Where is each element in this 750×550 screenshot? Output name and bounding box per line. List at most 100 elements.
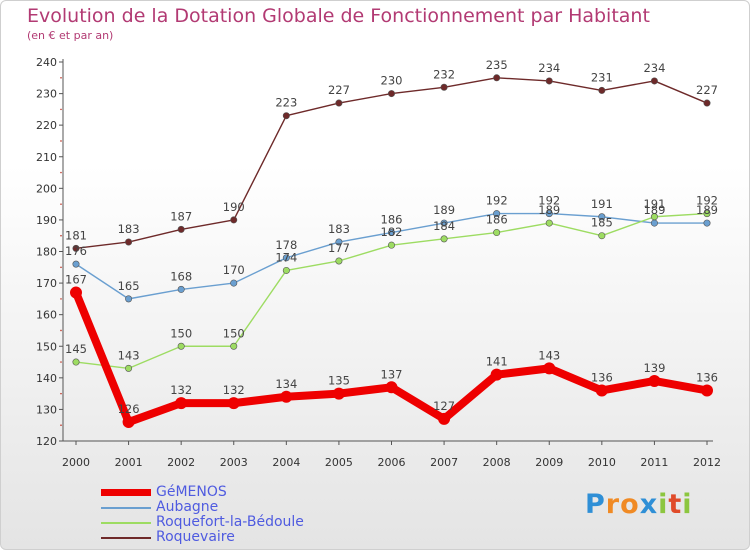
x-tick-label: 2011 — [640, 456, 668, 469]
data-label-g-menos: 167 — [65, 273, 87, 287]
data-point-aubagne — [230, 279, 238, 287]
data-label-roquefort-la-b-doule: 184 — [433, 219, 455, 233]
data-point-roquefort-la-b-doule — [440, 235, 448, 243]
y-minor-tick — [60, 424, 62, 427]
data-point-g-menos — [490, 368, 503, 381]
brand-letter: r — [605, 489, 621, 520]
data-point-roquefort-la-b-doule — [177, 342, 185, 350]
data-point-roquefort-la-b-doule — [335, 257, 343, 265]
data-point-aubagne — [650, 219, 658, 227]
y-tick-label: 190 — [36, 214, 57, 227]
data-point-roquevaire — [282, 112, 290, 120]
data-point-aubagne — [72, 260, 80, 268]
legend-label-aubagne: Aubagne — [156, 499, 219, 515]
data-point-g-menos — [701, 384, 713, 397]
data-point-g-menos — [280, 390, 293, 403]
data-point-g-menos — [122, 416, 135, 429]
data-point-roquefort-la-b-doule — [598, 232, 606, 240]
data-label-aubagne: 183 — [328, 222, 350, 236]
data-point-aubagne — [177, 285, 185, 293]
y-tick-label: 130 — [36, 403, 57, 416]
legend-swatch-gemenos — [101, 489, 151, 496]
data-point-aubagne — [493, 210, 501, 218]
data-label-roquevaire: 234 — [643, 61, 665, 75]
legend-swatch-roquefort — [101, 522, 151, 524]
brand-letter: o — [620, 489, 640, 520]
legend-label-roquefort: Roquefort-la-Bédoule — [156, 514, 304, 530]
data-point-aubagne — [387, 229, 395, 237]
x-tick-label: 2001 — [115, 456, 143, 469]
y-minor-tick — [60, 76, 62, 79]
data-label-g-menos: 141 — [486, 355, 508, 369]
data-label-roquevaire: 235 — [486, 58, 508, 72]
data-label-aubagne: 168 — [170, 269, 192, 283]
data-label-aubagne: 186 — [381, 213, 403, 227]
data-point-g-menos — [175, 397, 188, 410]
data-point-aubagne — [335, 238, 343, 246]
data-label-roquefort-la-b-doule: 189 — [538, 203, 560, 217]
data-label-roquevaire: 232 — [433, 67, 455, 81]
data-label-aubagne: 189 — [643, 203, 665, 217]
data-label-roquevaire: 231 — [591, 70, 613, 84]
x-tick-label: 2007 — [430, 456, 458, 469]
data-label-aubagne: 170 — [223, 263, 245, 277]
y-minor-tick — [60, 298, 62, 300]
data-point-aubagne — [282, 254, 290, 262]
data-point-g-menos — [595, 384, 608, 397]
x-tick-label: 2005 — [325, 456, 353, 469]
y-minor-tick — [60, 392, 62, 395]
data-label-g-menos: 132 — [223, 383, 245, 397]
y-minor-tick — [60, 234, 62, 237]
y-tick-label: 170 — [36, 277, 57, 290]
data-point-aubagne — [545, 210, 553, 218]
data-label-g-menos: 137 — [381, 367, 403, 381]
data-label-roquevaire: 187 — [170, 209, 192, 223]
data-label-roquevaire: 223 — [275, 96, 297, 110]
chart-series — [70, 74, 713, 429]
data-point-roquefort-la-b-doule — [230, 342, 238, 350]
y-tick-label: 230 — [36, 88, 57, 101]
data-label-roquefort-la-b-doule: 191 — [643, 197, 665, 211]
y-minor-tick — [60, 361, 62, 363]
x-tick-label: 2000 — [62, 456, 90, 469]
data-point-roquevaire — [72, 244, 80, 252]
chart-axes: 120 130 140 150 160 170 180 190 200 210 220 230 240 2… — [36, 56, 721, 469]
data-point-roquefort-la-b-doule — [72, 358, 80, 366]
data-label-roquefort-la-b-doule: 182 — [381, 225, 403, 239]
data-label-roquevaire: 190 — [223, 200, 245, 214]
chart-subtitle: (en € et par an) — [27, 29, 114, 42]
data-label-g-menos: 132 — [170, 383, 192, 397]
data-point-g-menos — [438, 412, 451, 425]
legend-item-aubagne: Aubagne — [101, 499, 401, 515]
brand-letter: t — [668, 489, 683, 520]
data-point-aubagne — [125, 295, 133, 303]
y-minor-tick — [60, 108, 62, 111]
data-label-g-menos: 126 — [118, 402, 140, 416]
data-point-aubagne — [440, 219, 448, 227]
legend-item-roquefort: Roquefort-la-Bédoule — [101, 514, 401, 530]
data-label-aubagne: 189 — [433, 203, 455, 217]
x-tick-label: 2006 — [378, 456, 406, 469]
data-label-roquefort-la-b-doule: 185 — [591, 216, 613, 230]
data-label-roquefort-la-b-doule: 186 — [486, 213, 508, 227]
data-label-roquefort-la-b-doule: 150 — [223, 326, 245, 340]
data-point-g-menos — [385, 381, 398, 394]
x-tick-label: 2004 — [272, 456, 300, 469]
data-label-aubagne: 165 — [118, 279, 140, 293]
data-label-aubagne: 192 — [538, 194, 560, 208]
data-label-g-menos: 143 — [538, 348, 560, 362]
data-label-aubagne: 178 — [275, 238, 297, 252]
data-point-roquefort-la-b-doule — [387, 241, 395, 249]
data-label-roquevaire: 183 — [118, 222, 140, 236]
data-point-roquefort-la-b-doule — [282, 266, 290, 274]
data-label-aubagne: 176 — [65, 244, 87, 258]
data-label-aubagne: 191 — [591, 197, 613, 211]
data-label-roquefort-la-b-doule: 177 — [328, 241, 350, 255]
legend-label-roquevaire: Roquevaire — [156, 529, 235, 545]
brand-letter: i — [682, 489, 693, 520]
data-point-roquefort-la-b-doule — [493, 229, 501, 237]
data-point-roquevaire — [650, 77, 658, 85]
legend-swatch-roquevaire — [101, 537, 151, 539]
data-point-roquevaire — [230, 216, 238, 224]
